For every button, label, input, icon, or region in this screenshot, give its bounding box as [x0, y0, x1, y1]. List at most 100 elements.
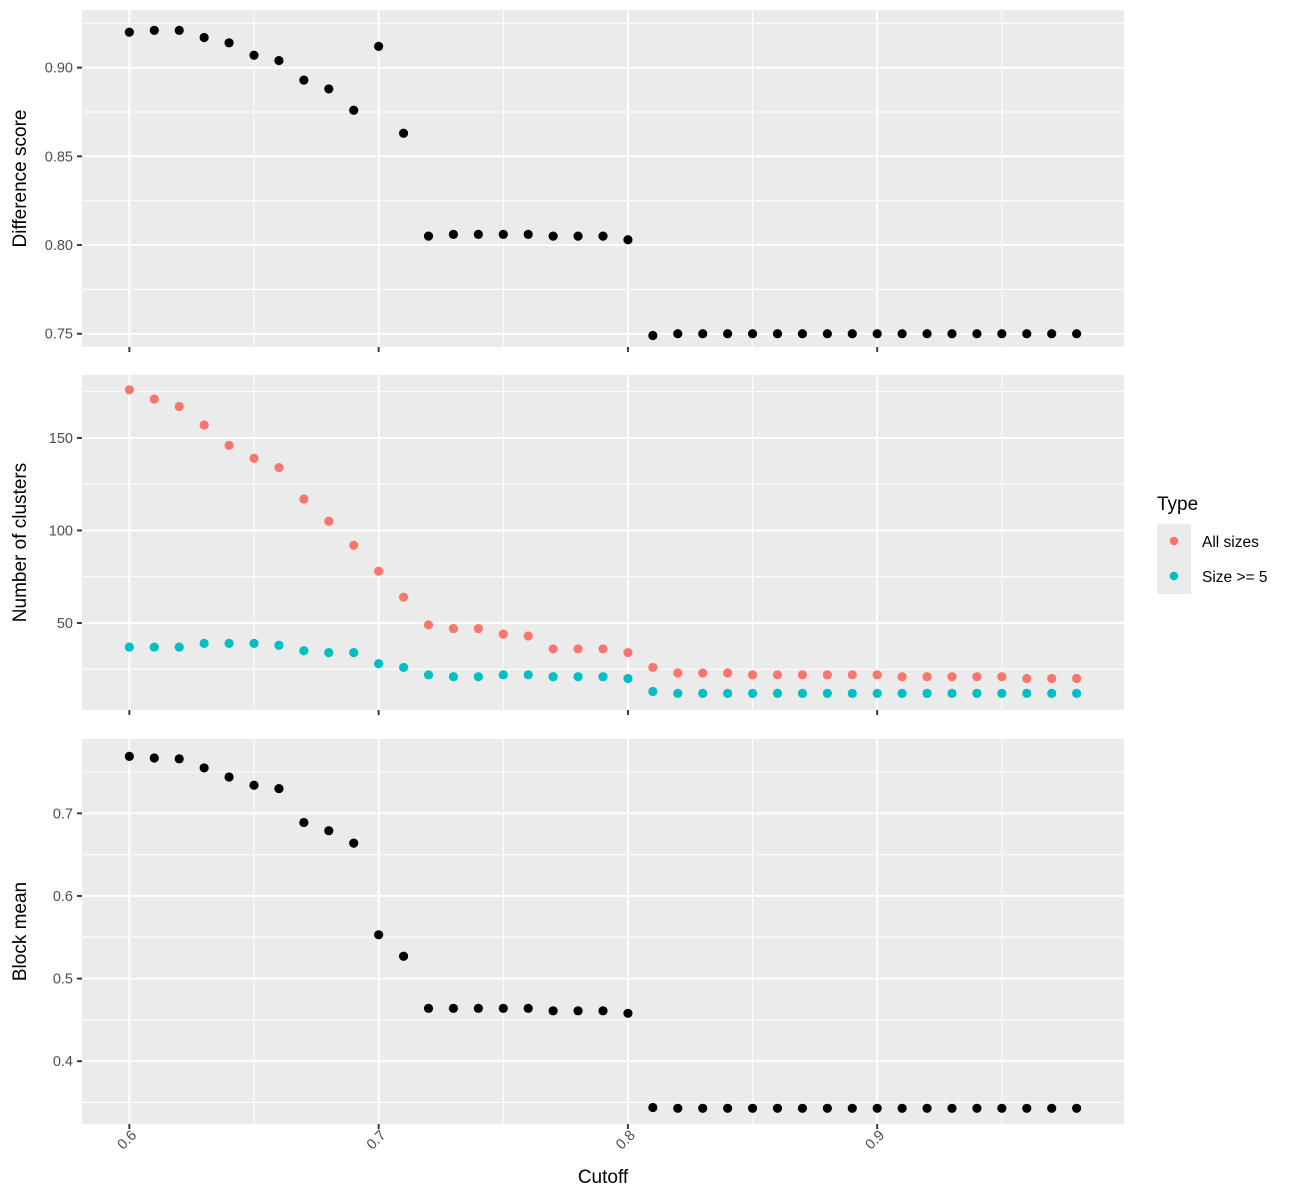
data-point: [548, 231, 558, 241]
data-point: [673, 1103, 683, 1113]
data-point: [448, 229, 459, 239]
data-point: [199, 763, 209, 773]
data-point: [498, 1003, 508, 1013]
x-tick-label: 0.7: [364, 1128, 390, 1154]
data-point: [423, 231, 434, 241]
data-point: [1072, 688, 1082, 698]
data-point: [573, 644, 583, 654]
series-1-points: [124, 385, 1082, 684]
data-point: [872, 329, 882, 339]
data-point: [423, 670, 434, 680]
data-point: [398, 128, 409, 138]
y-axis-title: Number of clusters: [10, 463, 31, 622]
data-point: [299, 494, 309, 504]
x-tick-label: 0.8: [613, 1128, 639, 1154]
data-point: [1072, 1103, 1082, 1113]
data-point: [174, 642, 184, 652]
panels: 0.75 0.80 0.85 0.90 Difference score 50 100 150…: [10, 10, 1124, 1153]
data-point: [997, 688, 1007, 698]
data-point: [822, 688, 832, 698]
data-point: [772, 688, 783, 698]
data-point: [747, 329, 758, 339]
data-point: [922, 329, 932, 339]
x-axis-title: Cutoff: [578, 1167, 629, 1188]
data-point: [698, 688, 708, 698]
data-point: [174, 25, 184, 35]
data-point: [274, 462, 284, 473]
y-tick-label: 50: [57, 616, 73, 632]
panel-background: [82, 739, 1124, 1124]
data-point: [174, 754, 184, 764]
data-point: [199, 32, 209, 43]
data-point: [199, 420, 209, 430]
data-point: [124, 751, 134, 761]
data-point: [723, 329, 733, 339]
data-point: [473, 229, 483, 239]
panel-2: 50 100 150 Number of clusters: [10, 375, 1124, 715]
panel-3: 0.4 0.5 0.6 0.7 0.6 0.7 0.8 0.9 Block mean: [10, 739, 1124, 1153]
data-point: [922, 688, 932, 698]
data-point: [224, 638, 234, 648]
series-2-points: [124, 638, 1082, 698]
data-point: [598, 644, 608, 654]
data-point: [349, 648, 359, 658]
y-tick-label: 0.75: [45, 327, 73, 343]
data-point: [324, 516, 334, 526]
data-point: [772, 670, 783, 680]
data-point: [997, 1103, 1007, 1113]
data-point: [648, 686, 658, 697]
legend-label-all-sizes: All sizes: [1202, 534, 1259, 551]
data-point: [224, 38, 234, 48]
data-point: [349, 105, 359, 115]
y-tick-label: 0.7: [53, 806, 73, 822]
data-point: [498, 629, 508, 639]
data-point: [374, 41, 384, 51]
data-point: [274, 640, 284, 650]
data-point: [673, 668, 683, 678]
data-point: [797, 670, 808, 680]
data-point: [299, 75, 309, 85]
data-point: [324, 84, 334, 94]
data-point: [723, 1103, 733, 1113]
y-tick-label: 0.5: [53, 972, 73, 988]
legend-title: Type: [1157, 494, 1198, 515]
data-point: [473, 1003, 483, 1013]
data-point: [573, 1006, 583, 1016]
y-tick-label: 0.80: [45, 238, 73, 254]
data-point: [922, 672, 932, 682]
data-point: [723, 688, 733, 698]
data-point: [1047, 1103, 1057, 1113]
data-point: [997, 329, 1007, 339]
y-tick-label: 0.4: [53, 1054, 73, 1070]
data-point: [299, 817, 309, 828]
data-point: [1047, 329, 1057, 339]
legend: Type All sizes Size >= 5: [1157, 494, 1268, 594]
data-point: [673, 329, 683, 339]
data-point: [398, 592, 409, 602]
data-point: [249, 453, 259, 463]
data-point: [623, 235, 633, 245]
data-point: [1047, 673, 1057, 684]
data-point: [947, 688, 957, 698]
data-point: [847, 1103, 857, 1113]
y-tick-label: 100: [49, 523, 73, 539]
legend-label-size-ge-5: Size >= 5: [1202, 569, 1268, 586]
data-point: [274, 55, 284, 66]
data-point: [972, 1103, 982, 1113]
data-point: [673, 688, 683, 698]
data-point: [1022, 329, 1032, 339]
data-point: [324, 648, 334, 658]
data-point: [822, 1103, 832, 1113]
data-point: [897, 672, 907, 682]
data-point: [473, 672, 483, 682]
data-point: [249, 638, 259, 648]
data-point: [548, 1006, 558, 1016]
data-point: [498, 670, 508, 680]
data-point: [573, 672, 583, 682]
data-point: [473, 623, 483, 634]
legend-key-size-ge-5: [1169, 571, 1179, 581]
data-point: [573, 231, 583, 241]
panel-background: [82, 10, 1124, 347]
data-point: [1022, 688, 1032, 698]
data-point: [698, 1103, 708, 1113]
